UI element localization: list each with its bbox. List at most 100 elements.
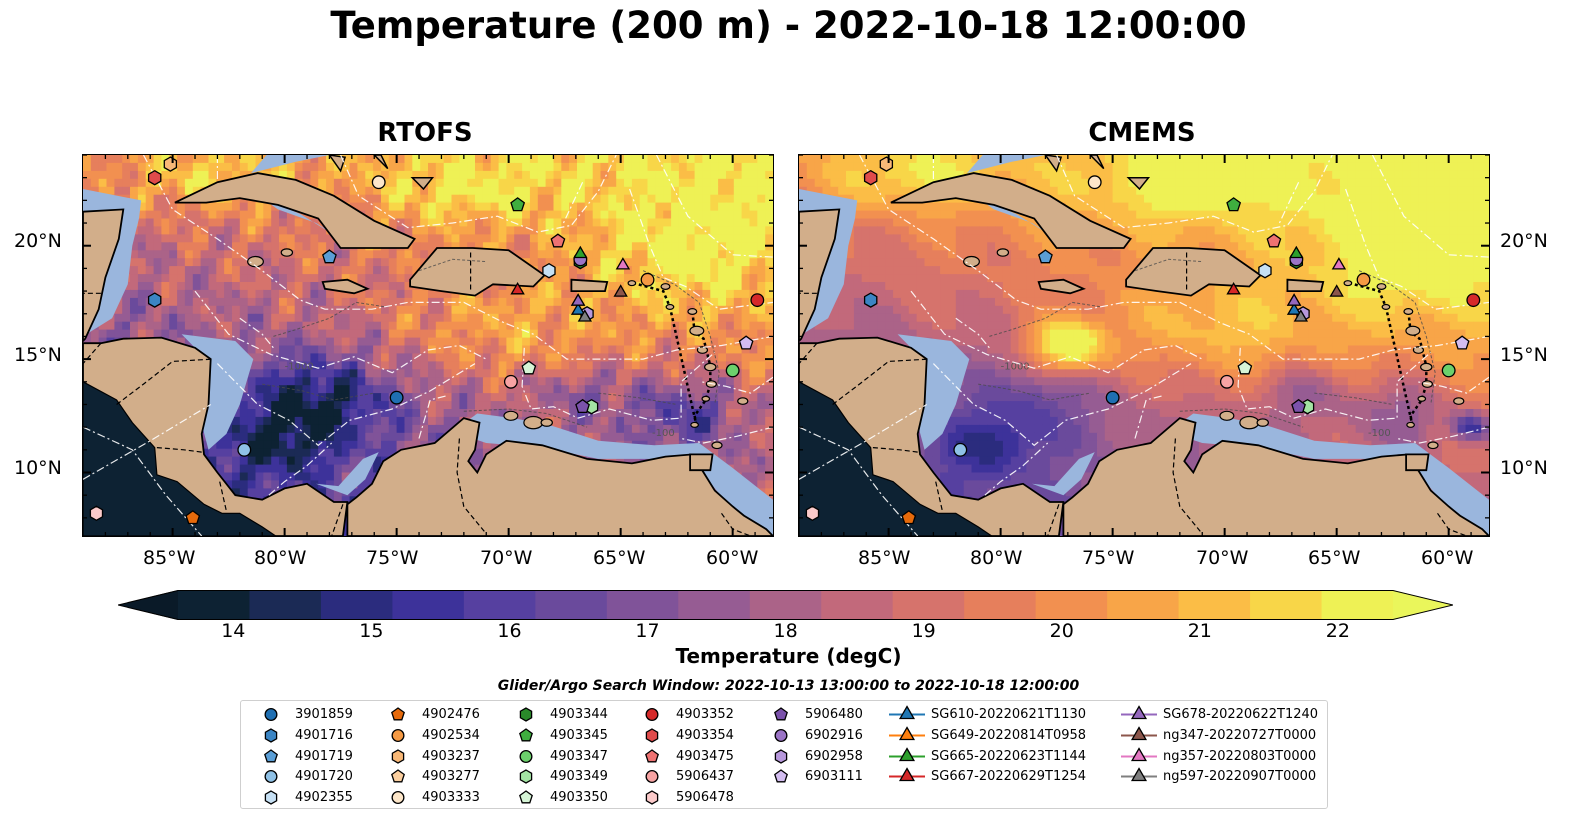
legend-item-label: 4902355 [295,790,353,806]
colorbar-extend-high [1393,590,1453,620]
marker-4903352 [1466,293,1481,308]
marker-5906478 [89,505,104,522]
legend-marker-icon [519,790,533,804]
colorbar-tick-15: 15 [359,620,384,642]
legend-triangle-marker [898,746,916,761]
eez-boundaries [83,155,773,536]
lon-label-65-left: 65°W [593,547,646,569]
legend-marker-icon [774,707,788,721]
isobath-contours: -1000-100 [978,258,1436,439]
marker-ng357-20220803T0000 [615,257,631,270]
marker-4901720 [953,442,968,457]
marker-4901720 [237,442,252,457]
marker-4903475 [550,233,566,248]
colorbar-segment [249,590,322,620]
marker-4902355 [1258,262,1272,279]
marker-4901719 [322,249,337,264]
legend-item-label: 4903344 [550,707,608,722]
marker-4902355 [542,262,556,279]
legend-marker-icon [264,748,278,763]
lon-label-85-right: 85°W [858,547,911,569]
legend-marker-icon [774,748,788,764]
colorbar-segment [1321,590,1394,620]
legend-triangle-marker [1130,725,1148,740]
lat-label-20-right: 20°N [1500,230,1548,252]
colorbar-label: Temperature (degC) [675,644,902,668]
legend-item-label: 3901859 [295,707,353,722]
legend-item-label: 4902534 [422,727,480,743]
legend-marker-icon [519,749,533,763]
legend-pentagon-marker [774,707,788,721]
legend-item-label: 4903333 [422,790,480,806]
legend-marker-icon [391,769,405,783]
marker-4903347 [725,363,740,378]
marker-SG678-20220622T1240 [570,293,586,306]
legend-item-label: 5906478 [676,790,734,806]
legend-marker-icon [1121,767,1157,782]
legend-hexagon-marker [645,790,659,805]
marker-4901716 [863,292,878,308]
legend-item-label: 4901716 [295,727,353,743]
marker-SG610-20220621T1130 [570,302,586,315]
lon-label-60-left: 60°W [706,547,759,569]
legend-item-label: 4902476 [422,707,480,722]
legend-pentagon-marker [774,769,788,783]
marker-SG665-20220623T1144 [1289,245,1304,259]
legend-hexagon-marker [774,748,788,764]
colorbar-segment [1250,590,1323,620]
legend-marker-icon [774,728,788,742]
legend-marker-icon [264,728,278,743]
legend-triangle-marker [898,725,916,740]
colorbar-segment [1035,590,1108,620]
colorbar-segment [606,590,679,620]
legend-item-label: 4903354 [676,727,734,743]
colorbar-canvas [117,590,1454,620]
legend-marker-icon [264,790,278,805]
colorbar-tick-17: 17 [635,620,660,642]
map-cmems-canvas: -1000-100 [799,155,1489,536]
legend-item-label: ng357-20220803T0000 [1163,748,1317,764]
marker-5906478 [805,505,820,522]
lon-label-65-right: 65°W [1308,547,1361,569]
lon-label-80-right: 80°W [970,547,1023,569]
marker-ng597-20220907T0000 [577,309,593,322]
colorbar-segment [821,590,894,620]
lon-label-60-right: 60°W [1421,547,1474,569]
marker-3901859 [1105,390,1120,405]
legend-circle-marker [391,728,405,742]
colorbar-segment [1107,590,1180,620]
colorbar-tick-18: 18 [773,620,798,642]
observation-markers [89,156,765,525]
lat-label-10-right: 10°N [1500,457,1548,479]
legend-hexagon-marker [264,790,278,805]
colorbar-tick-14: 14 [221,620,246,642]
lon-label-75-left: 75°W [366,547,419,569]
colorbar [117,590,1454,620]
legend-item-label: SG649-20220814T0958 [931,727,1087,743]
legend-marker-icon [889,705,925,720]
marker-SG610-20220621T1130 [1286,302,1302,315]
marker-4902476 [185,510,201,525]
legend-hexagon-marker [645,728,659,743]
colorbar-segment [1178,590,1251,620]
colorbar-tick-19: 19 [911,620,936,642]
legend-marker-icon [889,725,925,740]
legend-marker-icon [645,728,659,743]
marker-4903345 [1226,197,1242,212]
legend-pentagon-marker [391,769,405,783]
legend-marker-icon [645,790,659,805]
legend-hexagon-marker [519,769,533,785]
legend-pentagon-marker [519,727,533,742]
legend-item-label: 4903352 [676,707,734,722]
legend-item-label: 4903350 [550,790,608,806]
lon-label-75-right: 75°W [1082,547,1135,569]
marker-5906480 [1291,398,1306,414]
lat-label-20-left: 20°N [14,230,62,252]
colorbar-tick-20: 20 [1049,620,1074,642]
legend-circle-marker [264,708,278,721]
legend-item-label: 6902916 [805,727,863,743]
marker-4903354 [147,169,162,186]
marker-4902534 [1356,272,1371,287]
legend-marker-icon [645,708,659,721]
colorbar-segment [320,590,393,620]
